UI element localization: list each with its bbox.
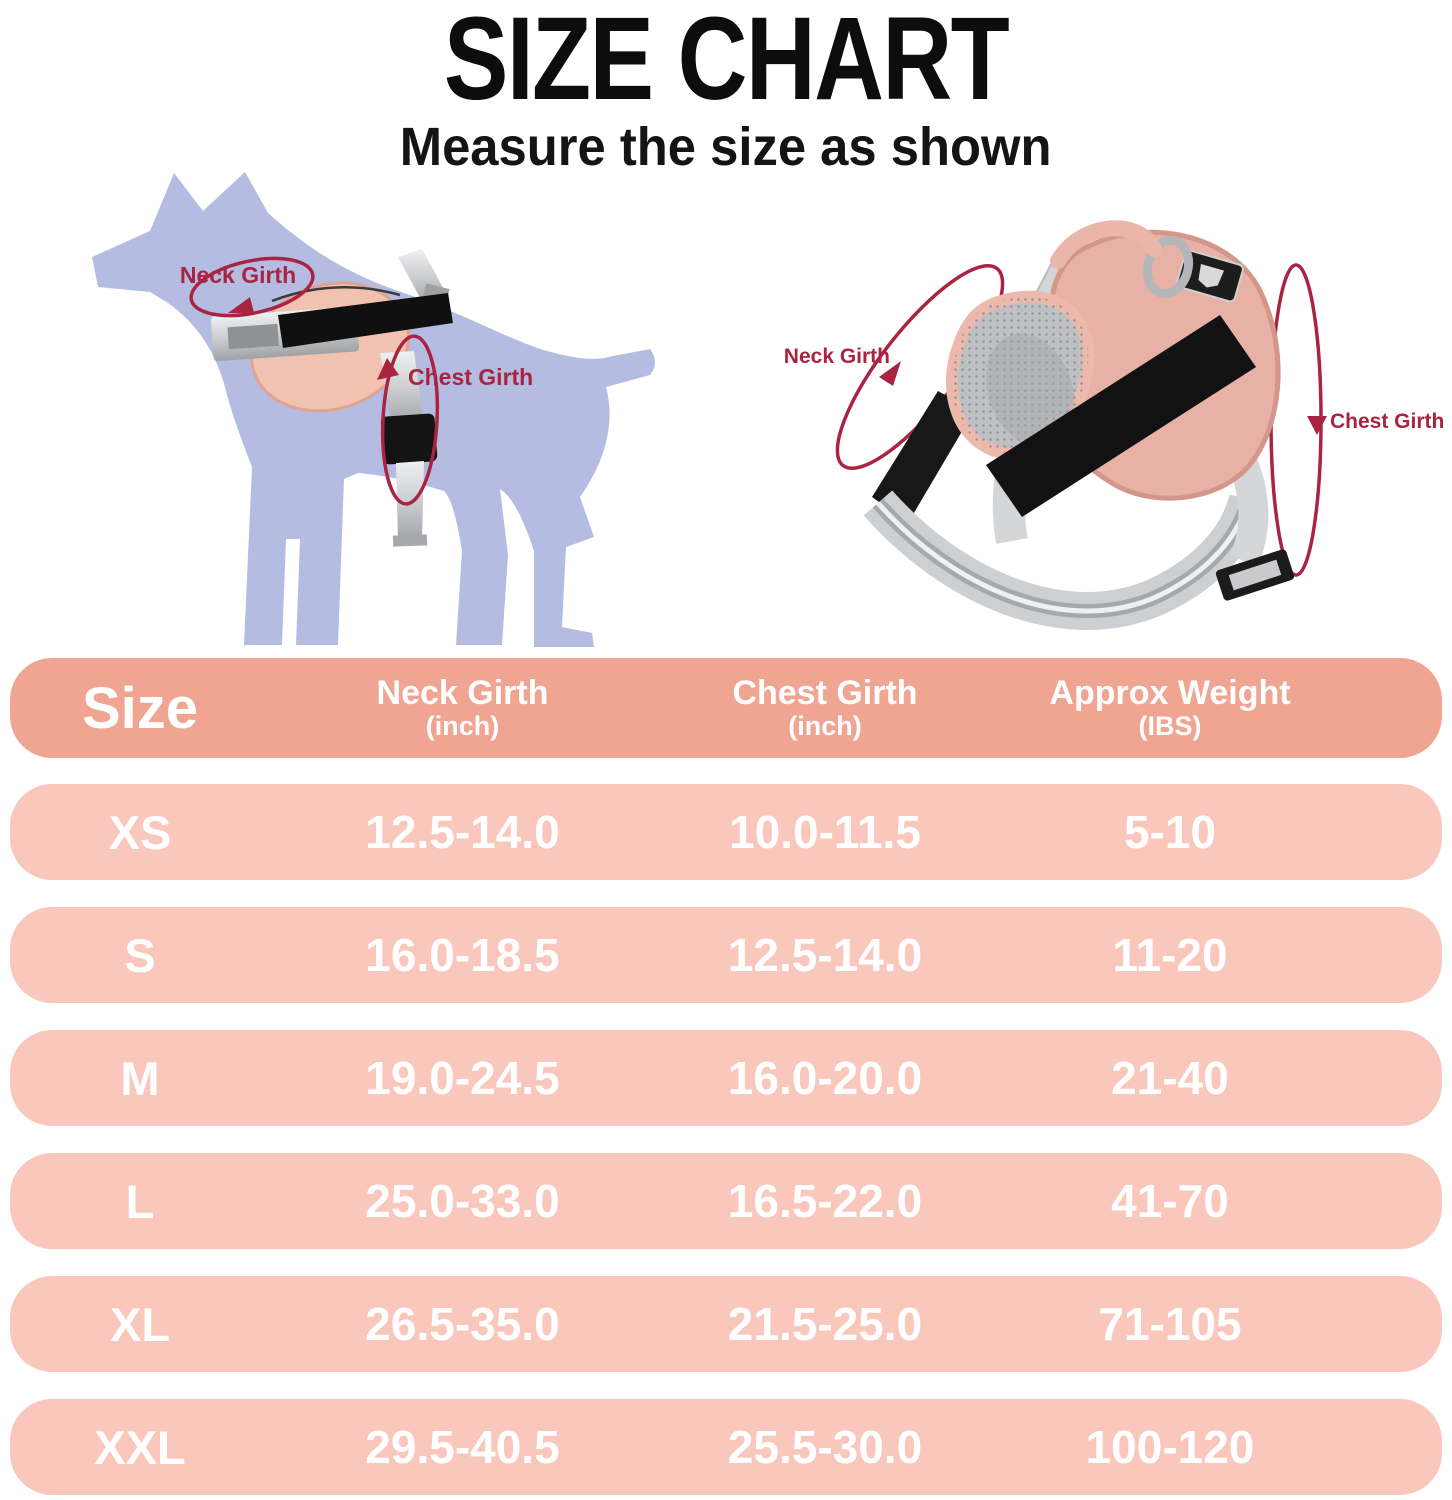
bottom-strap-band <box>863 490 1267 630</box>
cell-chest: 25.5-30.0 <box>727 1421 923 1473</box>
title-block: SIZE CHART Measure the size as shown <box>0 0 1452 174</box>
measurement-diagrams: Neck Girth Chest Girth <box>92 172 1444 647</box>
harness-product <box>863 220 1295 630</box>
neck-girth-ellipse-left <box>189 256 315 318</box>
neck-strap-black <box>872 391 974 523</box>
cell-size: S <box>124 928 156 982</box>
chest-girth-label-right: Chest Girth <box>1330 410 1444 433</box>
harness-strap-end <box>392 534 428 547</box>
chest-girth-label-left: Chest Girth <box>408 364 533 390</box>
header-chest-unit: (inch) <box>788 710 862 741</box>
cell-chest: 16.0-20.0 <box>727 1052 923 1104</box>
table-row-m: M 19.0-24.5 16.0-20.0 21-40 <box>10 1030 1442 1126</box>
cell-neck: 25.0-33.0 <box>365 1175 560 1227</box>
velcro-strap-black <box>986 315 1256 517</box>
logo-patch <box>1176 249 1244 303</box>
cell-chest: 16.5-22.0 <box>727 1175 923 1227</box>
table-row-xs: XS 12.5-14.0 10.0-11.5 5-10 <box>10 784 1442 880</box>
chest-girth-ellipse-left <box>380 334 440 506</box>
cell-weight: 11-20 <box>1112 929 1228 981</box>
header-neck-girth: Neck Girth (inch) <box>270 673 655 741</box>
cell-weight: 100-120 <box>1085 1421 1255 1473</box>
page-subtitle: Measure the size as shown <box>400 117 1052 177</box>
cell-neck: 19.0-24.5 <box>365 1052 560 1104</box>
header-neck-unit: (inch) <box>425 710 500 741</box>
header-chest-label: Chest Girth <box>732 673 918 712</box>
cell-neck: 29.5-40.5 <box>365 1421 560 1473</box>
handle-pink <box>1050 220 1162 269</box>
cell-size: L <box>125 1174 155 1228</box>
cell-weight: 5-10 <box>1123 806 1217 858</box>
header-size: Size <box>81 675 199 741</box>
cell-size: M <box>120 1051 160 1105</box>
adjuster-buckle <box>1215 549 1295 601</box>
harness-black-band <box>278 293 453 348</box>
header-weight-unit: (IBS) <box>1138 710 1202 741</box>
harness-hanging-buckle <box>380 413 438 465</box>
cell-size: XL <box>109 1297 171 1351</box>
table-row-xl: XL 26.5-35.0 21.5-25.0 71-105 <box>10 1276 1442 1372</box>
cell-neck: 16.0-18.5 <box>365 929 560 981</box>
cell-chest: 21.5-25.0 <box>727 1298 923 1350</box>
mesh-pad <box>945 290 1095 461</box>
header-weight-label: Approx Weight <box>1049 673 1291 712</box>
d-ring <box>1142 235 1194 299</box>
size-table: Size Neck Girth (inch) Chest Girth (inch… <box>10 658 1442 1500</box>
dog-annotations <box>189 256 440 506</box>
chest-arrowhead-right <box>1307 416 1327 435</box>
table-row-s: S 16.0-18.5 12.5-14.0 11-20 <box>10 907 1442 1003</box>
neck-girth-label-right: Neck Girth <box>784 345 890 368</box>
cell-chest: 12.5-14.0 <box>727 929 923 981</box>
page-title: SIZE CHART <box>443 0 1010 125</box>
cell-weight: 21-40 <box>1111 1052 1229 1104</box>
table-row-l: L 25.0-33.0 16.5-22.0 41-70 <box>10 1153 1442 1249</box>
cell-weight: 41-70 <box>1111 1175 1229 1227</box>
header-neck-label: Neck Girth <box>376 673 549 712</box>
cell-chest: 10.0-11.5 <box>729 806 921 858</box>
dog-diagram: Neck Girth Chest Girth <box>92 172 655 647</box>
neck-girth-label-left: Neck Girth <box>180 262 296 288</box>
neck-arrowhead-right <box>879 361 901 386</box>
header-weight: Approx Weight (IBS) <box>995 673 1345 741</box>
table-row-xxl: XXL 29.5-40.5 25.5-30.0 100-120 <box>10 1399 1442 1495</box>
neck-arrowhead-left <box>228 297 254 313</box>
harness-diagram: Neck Girth Chest Girth <box>784 220 1444 630</box>
cell-neck: 26.5-35.0 <box>365 1298 560 1350</box>
dog-silhouette <box>92 172 655 647</box>
cell-weight: 71-105 <box>1098 1298 1242 1350</box>
chest-arrowhead-left <box>377 358 399 380</box>
cell-size: XS <box>108 805 172 859</box>
cell-size: XXL <box>94 1420 186 1474</box>
table-header-row: Size Neck Girth (inch) Chest Girth (inch… <box>10 658 1442 758</box>
header-chest-girth: Chest Girth (inch) <box>655 673 995 741</box>
harness-outline <box>271 286 401 303</box>
cell-neck: 12.5-14.0 <box>365 806 560 858</box>
